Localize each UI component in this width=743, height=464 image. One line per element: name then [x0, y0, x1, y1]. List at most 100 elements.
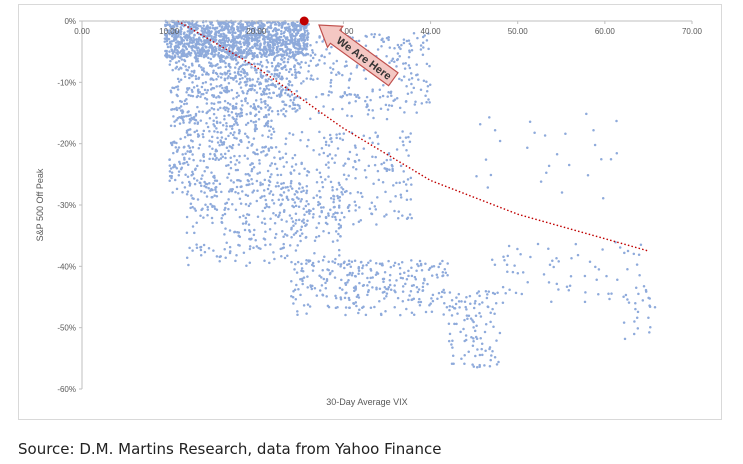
data-point: [451, 339, 454, 342]
data-point: [255, 91, 259, 94]
data-point: [594, 265, 597, 269]
data-point: [473, 302, 477, 305]
data-point: [396, 216, 400, 220]
data-point: [205, 46, 208, 49]
data-point: [305, 210, 308, 214]
data-point: [268, 228, 272, 231]
data-point: [403, 111, 406, 114]
data-point: [284, 137, 288, 140]
data-point: [474, 299, 477, 303]
data-point: [285, 160, 288, 164]
data-point: [399, 164, 403, 168]
data-point: [634, 307, 637, 311]
data-point: [295, 33, 298, 37]
data-point: [256, 54, 259, 57]
data-point: [349, 265, 353, 268]
data-point: [224, 65, 227, 69]
data-point: [335, 188, 339, 191]
data-point: [294, 73, 297, 77]
data-point: [201, 207, 204, 211]
data-point: [354, 209, 357, 212]
data-point: [265, 55, 268, 58]
data-point: [296, 42, 300, 45]
data-point: [393, 305, 396, 309]
data-point: [460, 300, 463, 303]
data-point: [423, 278, 426, 282]
data-point: [302, 80, 305, 83]
data-point: [467, 314, 471, 318]
data-point: [170, 174, 173, 178]
data-point: [420, 102, 424, 105]
data-point: [446, 274, 449, 277]
data-point: [332, 205, 336, 209]
data-point: [370, 201, 374, 204]
data-point: [380, 162, 383, 166]
data-point: [398, 266, 402, 270]
data-point: [275, 32, 279, 36]
data-point: [418, 259, 422, 263]
data-point: [192, 116, 196, 119]
data-point: [414, 277, 418, 281]
data-point: [180, 100, 183, 103]
data-point: [404, 61, 407, 65]
data-point: [221, 25, 224, 28]
data-point: [185, 256, 189, 259]
data-point: [638, 273, 641, 277]
data-point: [246, 24, 250, 27]
data-point: [228, 69, 231, 73]
data-point: [271, 48, 275, 52]
data-point: [264, 47, 268, 51]
data-point: [328, 272, 332, 276]
data-point: [249, 27, 253, 30]
data-point: [443, 268, 447, 271]
data-point: [312, 196, 315, 200]
data-point: [205, 98, 209, 101]
data-point: [291, 296, 295, 299]
data-point: [225, 106, 228, 110]
data-point: [260, 151, 263, 154]
data-point: [284, 152, 288, 156]
data-point: [550, 300, 553, 303]
data-point: [213, 179, 217, 182]
data-point: [216, 130, 219, 134]
data-point: [329, 85, 333, 88]
data-point: [178, 56, 182, 59]
data-point: [301, 48, 304, 52]
data-point: [239, 86, 243, 89]
data-point: [306, 36, 310, 39]
data-point: [397, 210, 401, 213]
data-point: [328, 133, 332, 137]
data-point: [306, 219, 309, 223]
data-point: [187, 128, 190, 132]
data-point: [583, 274, 587, 278]
data-point: [201, 174, 204, 177]
data-point: [410, 216, 413, 220]
data-point: [300, 267, 304, 270]
data-point: [317, 222, 321, 225]
data-point: [367, 261, 370, 264]
data-point: [421, 41, 425, 45]
data-point: [340, 95, 343, 99]
data-point: [514, 291, 518, 295]
data-point: [189, 51, 193, 55]
data-point: [448, 291, 452, 294]
data-point: [528, 120, 532, 123]
data-point: [309, 59, 313, 63]
data-point: [188, 40, 192, 44]
data-point: [391, 169, 394, 172]
data-point: [222, 44, 225, 48]
data-point: [239, 185, 242, 189]
data-point: [424, 262, 427, 265]
data-point: [300, 161, 303, 165]
data-point: [286, 254, 289, 258]
data-point: [385, 158, 389, 162]
data-point: [354, 99, 357, 103]
data-point: [224, 46, 227, 49]
data-point: [282, 191, 286, 194]
data-point: [219, 255, 222, 258]
data-point: [292, 56, 296, 60]
data-point: [412, 313, 416, 317]
data-point: [251, 78, 254, 81]
data-point: [270, 61, 274, 65]
x-tick-label: 40.00: [421, 27, 442, 36]
